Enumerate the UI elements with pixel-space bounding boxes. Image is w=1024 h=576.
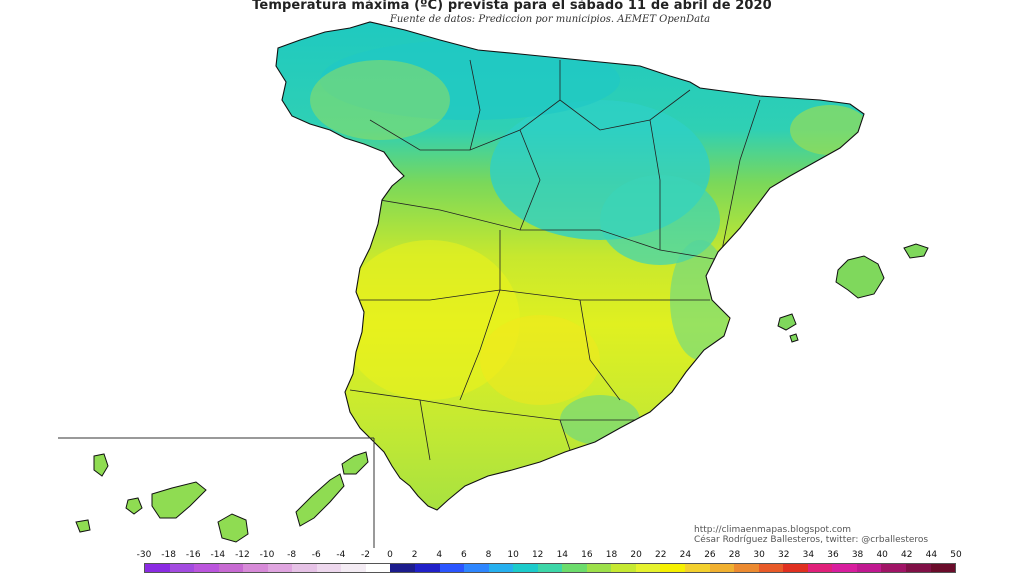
credits: http://climaenmapas.blogspot.com César R…: [694, 525, 928, 545]
credits-author: César Rodríguez Ballesteros, twitter: @c…: [694, 535, 929, 545]
legend-swatch: [783, 564, 808, 572]
legend-tick: 24: [679, 550, 692, 560]
legend-swatch: [758, 564, 784, 572]
legend-tick: 34: [802, 550, 815, 560]
legend-swatch: [415, 564, 440, 572]
legend-tick: 16: [581, 550, 593, 560]
legend-swatch: [832, 564, 857, 572]
legend-tick: -18: [161, 550, 176, 560]
legend-swatch: [586, 564, 612, 572]
legend-tick: -14: [210, 550, 226, 560]
legend-swatch: [709, 564, 735, 572]
legend-tick: 40: [876, 550, 888, 560]
color-legend-bar: [144, 563, 956, 573]
legend-tick: -16: [185, 550, 201, 560]
legend-tick: 8: [485, 550, 492, 560]
legend-tick: -30: [136, 550, 152, 560]
canary-islands: [75, 451, 369, 543]
legend-tick: 28: [728, 550, 741, 560]
legend-tick: 22: [654, 550, 667, 560]
legend-swatch: [292, 564, 317, 572]
legend-swatch: [169, 564, 195, 572]
map-subtitle: Fuente de datos: Prediccion por municipi…: [389, 14, 711, 25]
legend-tick: 26: [704, 550, 716, 560]
legend-tick: -8: [287, 550, 297, 560]
legend-swatch: [365, 564, 391, 572]
legend-tick: 0: [387, 550, 393, 560]
legend-tick: -4: [336, 550, 346, 560]
legend-tick: 20: [630, 550, 642, 560]
legend-swatch: [611, 564, 636, 572]
legend-swatch: [881, 564, 906, 572]
legend-swatch: [562, 564, 587, 572]
legend-tick: 2: [411, 550, 418, 560]
legend-swatch: [390, 564, 416, 572]
legend-swatch: [905, 564, 931, 572]
legend-swatch: [488, 564, 514, 572]
legend-tick: 12: [531, 550, 544, 560]
legend-tick: 14: [556, 550, 569, 560]
legend-tick: -12: [235, 550, 250, 560]
legend-swatch: [635, 564, 661, 572]
legend-swatch: [218, 564, 244, 572]
legend-swatch: [464, 564, 489, 572]
legend-swatch: [243, 564, 268, 572]
legend-swatch: [316, 564, 342, 572]
legend-swatch: [660, 564, 686, 572]
legend-tick: 44: [925, 550, 938, 560]
legend-tick: -2: [360, 550, 370, 560]
legend-swatch: [194, 564, 219, 572]
peninsula: [275, 21, 865, 511]
legend-tick: 36: [827, 550, 839, 560]
legend-tick: 42: [901, 550, 913, 560]
legend-tick: 30: [753, 550, 765, 560]
legend-tick: -10: [259, 550, 275, 560]
legend-tick: 50: [950, 550, 962, 560]
legend-tick: 4: [436, 550, 443, 560]
legend-tick: 32: [778, 550, 790, 560]
legend-swatch: [930, 564, 956, 572]
legend-swatch: [807, 564, 833, 572]
legend-swatch: [145, 564, 170, 572]
legend-tick: 18: [605, 550, 618, 560]
map-title: Temperatura máxima (ºC) prevista para el…: [252, 0, 772, 13]
balearic-islands: [777, 243, 929, 343]
legend-swatch: [685, 564, 710, 572]
canary-islands-inset: [58, 437, 375, 548]
legend-tick: 10: [507, 550, 519, 560]
legend-swatch: [513, 564, 538, 572]
legend-swatch: [734, 564, 759, 572]
legend-tick-labels: -30 -18 -16 -14 -12 -10 -8 -6 -4 -2 0 2 4 6 8 10 12 14 16 1…: [136, 550, 962, 562]
temperature-map: [58, 21, 929, 548]
legend-swatch: [537, 564, 563, 572]
legend-swatch: [856, 564, 882, 572]
legend-swatch: [341, 564, 366, 572]
legend-swatch: [439, 564, 465, 572]
legend-swatch: [267, 564, 293, 572]
legend-tick: 6: [461, 550, 467, 560]
legend-tick: 38: [851, 550, 864, 560]
legend-tick: -6: [311, 550, 321, 560]
credits-url: http://climaenmapas.blogspot.com: [694, 525, 852, 535]
